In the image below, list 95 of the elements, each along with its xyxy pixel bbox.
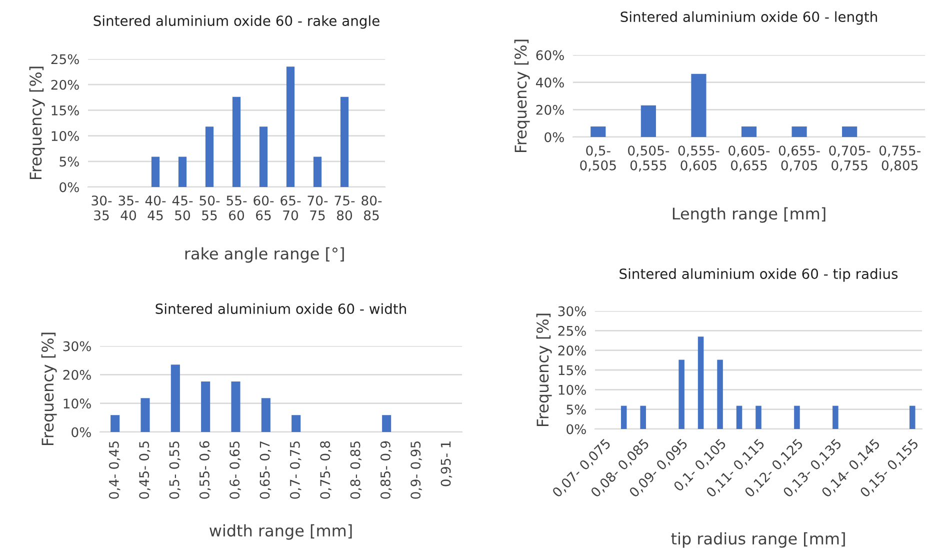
bar: [232, 96, 241, 187]
y-tick-label: 0%: [566, 424, 586, 434]
x-tick-label: 50-55: [200, 196, 220, 220]
y-tick-label: 15%: [52, 105, 79, 116]
bar: [286, 66, 295, 187]
y-axis-title: Frequency [%]: [514, 40, 530, 152]
x-tick-label: 0,4- 0,45: [108, 441, 120, 499]
y-tick-label: 60%: [536, 50, 564, 60]
bar: [382, 415, 392, 432]
y-tick-label: 10%: [64, 398, 91, 409]
x-tick-label: 0,505-0,555: [628, 146, 670, 172]
y-tick-label: 20%: [558, 346, 586, 356]
y-tick-label: 0%: [72, 427, 91, 438]
x-tick-label: 0,705-0,755: [829, 146, 870, 172]
x-tick-label: 40-45: [145, 196, 166, 220]
y-tick-label: 10%: [558, 384, 586, 395]
bar: [698, 336, 704, 429]
bar: [140, 398, 150, 432]
bar: [259, 126, 268, 187]
bar: [756, 406, 762, 429]
y-axis-title: Frequency [%]: [29, 66, 45, 180]
y-tick-label: 25%: [558, 326, 586, 336]
y-axis-title: Frequency [%]: [41, 332, 57, 446]
x-tick-label: 0,9- 0,95: [410, 441, 422, 499]
x-tick-label: 0,7- 0,75: [290, 441, 302, 499]
x-tick-label: 35-40: [118, 196, 139, 220]
y-tick-label: 40%: [536, 78, 564, 88]
y-tick-label: 20%: [63, 370, 91, 380]
bar: [201, 382, 210, 432]
bar: [205, 126, 214, 187]
y-tick-label: 20%: [536, 104, 564, 115]
x-tick-label: 45-50: [172, 196, 193, 220]
x-tick-label: 0,95- 1: [440, 442, 452, 486]
bar: [170, 364, 180, 432]
x-axis-title: rake angle range [°]: [185, 247, 344, 263]
x-axis-title: tip radius range [mm]: [671, 532, 845, 548]
x-tick-label: 75-80: [334, 196, 355, 220]
x-tick-label: 0,5-0,505: [580, 146, 616, 172]
bar: [832, 406, 838, 429]
x-axis-title: Length range [mm]: [672, 207, 826, 223]
x-tick-label: 0,45- 0,5: [139, 441, 150, 499]
x-tick-label: 0,65- 0,7: [260, 441, 272, 499]
y-tick-label: 5%: [60, 156, 79, 167]
bar: [292, 415, 301, 432]
bar: [678, 360, 684, 429]
x-tick-label: 0,755-0,805: [879, 146, 920, 172]
bar: [178, 156, 187, 187]
x-tick-label: 0,5- 0,55: [169, 441, 181, 499]
bar: [842, 126, 858, 137]
x-tick-label: 70-75: [308, 196, 328, 220]
y-tick-label: 0%: [60, 182, 79, 192]
x-tick-label: 0,555-0,605: [678, 146, 720, 172]
y-tick-label: 5%: [566, 404, 586, 415]
y-tick-label: 20%: [51, 80, 79, 90]
bar: [794, 406, 800, 429]
y-axis-title: Frequency [%]: [536, 314, 552, 426]
bar: [313, 156, 322, 187]
bar: [792, 126, 807, 137]
x-tick-label: 30-35: [92, 196, 112, 220]
x-tick-label: 80-85: [362, 196, 382, 220]
y-tick-label: 30%: [63, 341, 91, 352]
x-axis-title: width range [mm]: [210, 524, 352, 540]
bar: [261, 398, 270, 432]
x-tick-label: 0,75- 0,8: [320, 441, 332, 499]
chart-title: Sintered aluminium oxide 60 - length: [620, 11, 877, 25]
chart-title: Sintered aluminium oxide 60 - width: [156, 303, 406, 314]
y-tick-label: 30%: [558, 306, 586, 316]
bar: [640, 406, 646, 429]
x-tick-label: 0,55- 0,6: [199, 441, 211, 499]
y-tick-label: 0%: [544, 132, 564, 142]
y-tick-label: 10%: [52, 131, 79, 141]
bar: [340, 96, 349, 187]
bar: [151, 156, 160, 187]
y-tick-label: 25%: [51, 54, 79, 64]
bar: [620, 406, 627, 429]
x-tick-label: 60-65: [254, 196, 274, 220]
bar: [110, 415, 120, 432]
bar: [590, 126, 606, 137]
x-tick-label: 0,605-0,655: [728, 146, 770, 172]
x-tick-label: 55-60: [226, 196, 247, 220]
bar: [691, 74, 706, 137]
x-tick-label: 0,655-0,705: [778, 146, 820, 172]
chart-title: Sintered aluminium oxide 60 - rake angle: [94, 15, 380, 29]
bar: [736, 406, 742, 429]
x-tick-label: 0,6- 0,65: [230, 441, 241, 499]
x-tick-label: 0,8- 0,85: [350, 441, 362, 499]
bar: [909, 406, 916, 429]
x-tick-label: 0,85- 0,9: [380, 441, 392, 499]
bar: [741, 126, 757, 137]
chart-title: Sintered aluminium oxide 60 - tip radius: [620, 268, 898, 282]
x-tick-label: 65-70: [280, 196, 301, 220]
bar: [640, 105, 656, 137]
bar: [717, 360, 723, 429]
bar: [231, 382, 240, 432]
y-tick-label: 15%: [558, 365, 586, 376]
